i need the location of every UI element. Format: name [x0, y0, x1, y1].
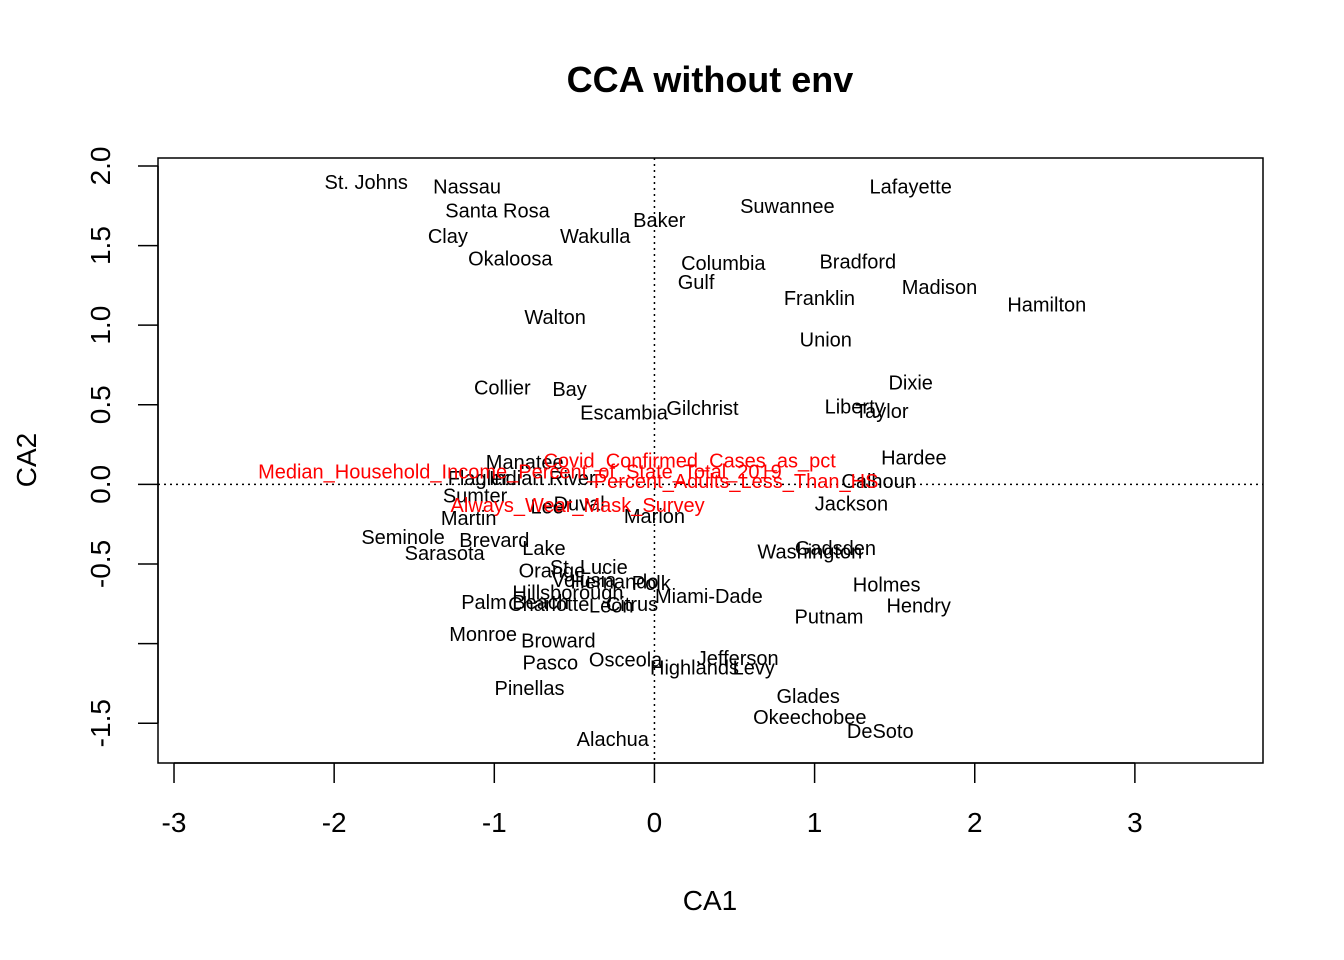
site-label: Hendry	[886, 595, 950, 617]
site-label: Calhoun	[841, 471, 916, 493]
site-label: Santa Rosa	[445, 201, 550, 223]
site-label: Bradford	[819, 251, 896, 273]
site-label: Pinellas	[495, 678, 565, 700]
x-tick-label: 2	[967, 807, 983, 838]
site-label: Martin	[441, 508, 497, 530]
x-tick-label: 0	[647, 807, 663, 838]
site-label: Lee	[530, 497, 563, 519]
site-label: Levy	[733, 657, 775, 679]
site-label: Wakulla	[560, 226, 631, 248]
site-label: Hillsborough	[512, 583, 623, 605]
site-label: Seminole	[361, 527, 444, 549]
site-label: Okaloosa	[468, 248, 553, 270]
species-labels: Covid_Confirmed_Cases_as_pctMedian_House…	[258, 451, 878, 518]
site-label: Osceola	[589, 650, 663, 672]
site-label: Orange	[519, 560, 586, 582]
site-label: Liberty	[825, 396, 885, 418]
site-label: Indian River	[489, 468, 596, 490]
site-label: Washington	[757, 541, 862, 563]
site-label: Highlands	[650, 657, 739, 679]
site-label: Dixie	[888, 372, 932, 394]
site-label: Jefferson	[697, 648, 779, 670]
site-label: Palm Beach	[461, 592, 569, 614]
site-label: Suwannee	[740, 196, 835, 218]
site-label: Taylor	[855, 401, 909, 423]
site-label: Gulf	[678, 272, 715, 294]
y-axis-label: CA2	[11, 433, 42, 487]
x-tick-label: 3	[1127, 807, 1143, 838]
species-label: Percent_Adults_Less_Than_HS	[594, 471, 879, 493]
x-tick-label: 1	[807, 807, 823, 838]
y-tick-label: 1.0	[85, 306, 116, 345]
y-tick-label: 0.0	[85, 465, 116, 504]
site-label: Franklin	[784, 288, 855, 310]
y-axis: -1.5 -0.5 0.0 0.5 1.0 1.5 2.0	[85, 146, 159, 747]
site-label: Columbia	[681, 253, 766, 275]
y-tick-label: -1.5	[85, 699, 116, 747]
site-label: Gadsden	[795, 538, 876, 560]
site-label: Hernando	[570, 572, 658, 594]
site-label: Collier	[474, 377, 531, 399]
species-label: Always_Wear_Mask_Survey	[450, 495, 704, 517]
x-tick-label: -3	[162, 807, 187, 838]
site-label: Hamilton	[1007, 294, 1086, 316]
site-label: Holmes	[853, 575, 921, 597]
x-tick-label: -2	[322, 807, 347, 838]
site-label: Monroe	[449, 624, 517, 646]
site-label: Putnam	[795, 607, 864, 629]
site-label: Leon	[589, 595, 634, 617]
site-label: Miami-Dade	[655, 586, 763, 608]
y-tick-label: 0.5	[85, 385, 116, 424]
site-label: Volusia	[552, 570, 617, 592]
reference-lines	[158, 158, 1263, 763]
site-label: Jackson	[815, 493, 888, 515]
site-label: Madison	[902, 277, 978, 299]
site-label: St. Lucie	[550, 557, 628, 579]
species-label: Covid_Confirmed_Cases_as_pct	[543, 451, 836, 473]
site-label: Flagler	[448, 468, 509, 490]
site-label: Brevard	[459, 530, 529, 552]
site-label: Charlotte	[508, 594, 589, 616]
site-label: Okeechobee	[753, 707, 866, 729]
site-label: St. Johns	[324, 172, 407, 194]
site-label: Gilchrist	[666, 398, 739, 420]
x-tick-label: -1	[482, 807, 507, 838]
site-label: Hardee	[881, 447, 947, 469]
site-label: Clay	[428, 226, 468, 248]
site-label: Walton	[524, 307, 586, 329]
y-tick-label: 1.5	[85, 226, 116, 265]
site-label: Lake	[522, 538, 565, 560]
site-label: Escambia	[580, 403, 669, 425]
site-label: Union	[800, 330, 852, 352]
chart-title: CCA without env	[567, 59, 854, 100]
site-label: Manatee	[486, 452, 564, 474]
site-label: Marion	[624, 506, 685, 528]
site-label: Alachua	[577, 729, 650, 751]
x-axis: -3 -2 -1 0 1 2 3	[162, 762, 1143, 838]
y-tick-label: -0.5	[85, 540, 116, 588]
site-label: Bay	[552, 379, 586, 401]
site-label: Sumter	[443, 486, 508, 508]
site-label: Duval	[554, 493, 605, 515]
site-label: Baker	[633, 210, 686, 232]
x-axis-label: CA1	[683, 885, 737, 916]
site-label: Polk	[632, 573, 672, 595]
site-label: Nassau	[433, 177, 501, 199]
site-label: Glades	[777, 686, 840, 708]
site-label: Lafayette	[870, 177, 952, 199]
site-label: Citrus	[606, 594, 658, 616]
site-label: Broward	[521, 630, 595, 652]
site-label: Sarasota	[405, 543, 486, 565]
site-label: Pasco	[523, 653, 579, 675]
y-tick-label: 2.0	[85, 146, 116, 185]
species-label: Median_Household_Income_Percent_of_State…	[258, 462, 782, 484]
site-label: DeSoto	[847, 721, 914, 743]
